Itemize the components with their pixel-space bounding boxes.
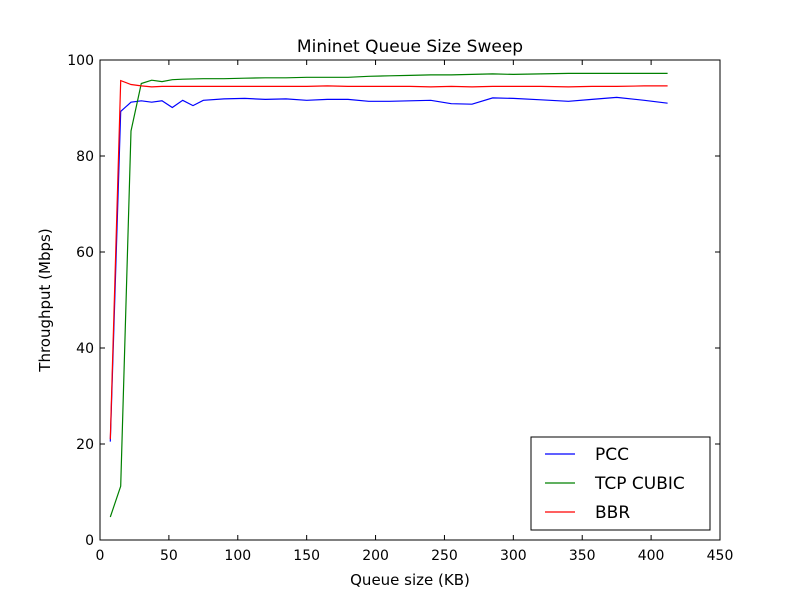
series-line-pcc [109,96,668,442]
plot-area [109,72,668,518]
y-tick-label: 100 [67,53,94,69]
legend: PCC TCP CUBIC BBR [530,436,711,531]
y-tick-label: 20 [76,437,94,453]
x-tick-label: 200 [362,548,389,564]
legend-label-tcp-cubic: TCP CUBIC [594,474,685,494]
x-tick-label: 450 [707,548,734,564]
x-tick-label: 150 [293,548,320,564]
y-tick-label: 0 [85,533,94,549]
x-tick-label: 50 [160,548,178,564]
y-tick-label: 60 [76,245,94,261]
y-tick-label: 40 [76,341,94,357]
series-line-tcp-cubic [109,72,668,518]
legend-label-bbr: BBR [595,503,630,523]
x-tick-label: 250 [431,548,458,564]
x-axis-label: Queue size (KB) [350,571,470,589]
y-axis-label: Throughput (Mbps) [36,228,54,372]
series-line-bbr [109,79,668,440]
x-tick-label: 0 [96,548,105,564]
legend-label-pcc: PCC [595,445,629,465]
x-tick-label: 350 [569,548,596,564]
chart-title: Mininet Queue Size Sweep [297,37,523,57]
plot-frame [99,59,721,541]
x-tick-label: 400 [638,548,665,564]
x-tick-label: 100 [224,548,251,564]
y-tick-label: 80 [76,149,94,165]
axis-ticks: 0 50 100 150 200 250 300 350 400 450 0 20 40 60 80 100 [67,53,733,564]
x-tick-label: 300 [500,548,527,564]
